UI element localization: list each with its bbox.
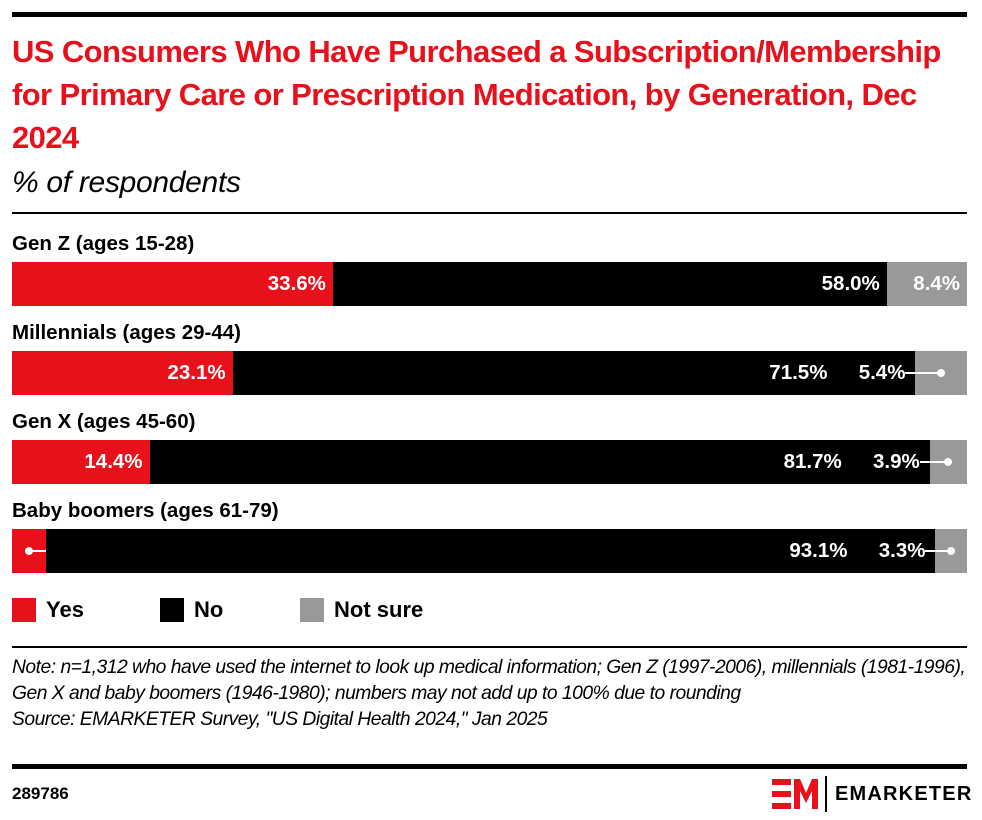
data-label-no-gen-x: 81.7% xyxy=(783,450,842,473)
leader-dot-not-sure-baby-boomers xyxy=(947,547,956,555)
leader-dot-not-sure-gen-x xyxy=(944,458,953,466)
bar-no-gen-z xyxy=(332,262,887,306)
chart-title: US Consumers Who Have Purchased a Subscr… xyxy=(12,34,941,155)
bar-not-sure-gen-z xyxy=(886,262,967,306)
emarketer-logo: EMARKETER xyxy=(772,776,972,812)
bar-no-baby-boomers xyxy=(46,529,936,573)
bar-yes-gen-x xyxy=(12,440,150,484)
category-label-gen-z: Gen Z (ages 15-28) xyxy=(12,232,195,255)
top-rule xyxy=(12,12,967,17)
leader-line-not-sure-millennials xyxy=(905,372,940,374)
data-label-not-sure-gen-x: 3.9% xyxy=(873,450,920,473)
logo-divider xyxy=(825,776,827,812)
footnote: Note: n=1,312 who have used the internet… xyxy=(12,655,977,733)
leader-dot-yes-baby-boomers xyxy=(25,547,34,555)
data-label-not-sure-millennials: 5.4% xyxy=(858,361,906,384)
leader-line-yes-baby-boomers xyxy=(31,550,51,552)
data-label-no-gen-z: 58.0% xyxy=(821,272,880,295)
bar-row-millennials: 23.1% 71.5% 5.4% xyxy=(12,351,967,395)
bar-row-baby-boomers: 3.6%93.1%3.3% xyxy=(12,529,967,573)
category-label-gen-x: Gen X (ages 45-60) xyxy=(12,410,196,433)
header-divider xyxy=(12,212,967,214)
footer-rule xyxy=(12,764,967,769)
bar-row-gen-z: 33.6% 58.0% 8.4% xyxy=(12,262,967,306)
data-label-no-millennials: 71.5% xyxy=(769,361,828,384)
legend-swatch-yes xyxy=(12,598,36,622)
leader-line-not-sure-gen-x xyxy=(919,461,947,463)
chart-id: 289786 xyxy=(12,784,69,803)
legend-divider xyxy=(12,646,967,648)
chart-subtitle: % of respondents xyxy=(12,166,241,199)
legend-swatch-not-sure xyxy=(300,598,324,622)
bar-no-millennials xyxy=(232,351,916,395)
legend-label-yes: Yes xyxy=(46,597,84,622)
bar-yes-gen-z xyxy=(12,262,333,306)
category-label-millennials: Millennials (ages 29-44) xyxy=(12,321,242,344)
legend-label-not-sure: Not sure xyxy=(334,597,424,622)
data-label-no-baby-boomers: 93.1% xyxy=(789,539,848,562)
data-label-not-sure-baby-boomers: 3.3% xyxy=(878,539,926,562)
legend-label-no: No xyxy=(194,597,224,622)
legend-swatch-no xyxy=(160,598,184,622)
data-label-yes-gen-x: 14.4% xyxy=(84,450,143,473)
category-label-baby-boomers: Baby boomers (ages 61-79) xyxy=(12,499,279,522)
bar-no-gen-x xyxy=(149,440,930,484)
data-label-not-sure-gen-z: 8.4% xyxy=(913,272,960,295)
em-logo-icon xyxy=(772,779,818,809)
leader-dot-not-sure-millennials xyxy=(937,369,946,377)
note-text: Note: n=1,312 who have used the internet… xyxy=(12,657,966,704)
data-label-yes-millennials: 23.1% xyxy=(167,361,226,384)
data-label-yes-gen-z: 33.6% xyxy=(267,272,326,295)
bar-yes-millennials xyxy=(12,351,233,395)
leader-line-not-sure-baby-boomers xyxy=(925,550,950,552)
brand-name: EMARKETER xyxy=(835,783,973,805)
bar-row-gen-x: 14.4% 81.7% 3.9% xyxy=(12,440,967,484)
source-text: Source: EMARKETER Survey, "US Digital He… xyxy=(12,709,548,730)
